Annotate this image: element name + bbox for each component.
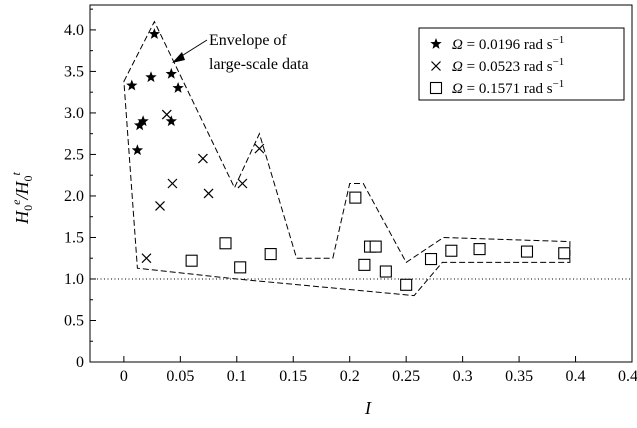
envelope-annotation-line2: large-scale data: [209, 56, 309, 73]
x-tick-label: 0.05: [166, 368, 194, 385]
y-tick-label: 3.0: [64, 105, 84, 122]
envelope-annotation-line1: Envelope of: [209, 32, 287, 49]
square-marker: [379, 265, 392, 278]
x-tick-label: 0.15: [279, 368, 307, 385]
square-marker: [424, 253, 438, 266]
cross-marker: [167, 178, 178, 189]
y-tick-label: 2.5: [64, 146, 84, 163]
star-marker: [430, 38, 442, 49]
square-marker: [429, 81, 443, 95]
y-tick-label: 4.0: [64, 22, 84, 39]
legend-entry-label: Ω = 0.0523 rad s−1: [452, 56, 564, 75]
x-tick-label: 0.25: [392, 368, 420, 385]
square-marker: [520, 245, 534, 258]
star-marker: [126, 79, 138, 91]
x-tick-label: 0.35: [505, 368, 533, 385]
square-marker: [558, 247, 571, 260]
star-marker: [145, 71, 157, 83]
x-tick-label: 0.3: [453, 368, 473, 385]
plot-frame: [89, 4, 633, 363]
y-tick-label: 2.0: [64, 188, 84, 205]
x-tick-label: 0.4: [566, 368, 586, 385]
star-marker: [134, 119, 146, 131]
series-star: [126, 28, 184, 156]
star-marker: [137, 115, 149, 127]
cross-marker: [254, 143, 265, 154]
envelope-outline: [123, 20, 571, 297]
annotation-pointer: [179, 39, 208, 58]
square-marker: [349, 191, 362, 204]
series-square: [185, 191, 571, 291]
y-tick-label: 0: [76, 354, 84, 371]
x-tick-label: 0.2: [340, 368, 360, 385]
y-tick-label: 0.5: [64, 312, 84, 329]
annotation-arrowhead: [172, 52, 185, 63]
square-marker: [473, 243, 486, 256]
square-marker: [185, 254, 198, 267]
star-marker: [165, 115, 177, 127]
legend-entry-label: Ω = 0.1571 rad s−1: [452, 78, 564, 97]
cross-marker: [431, 61, 441, 71]
square-marker: [358, 258, 371, 271]
square-marker: [400, 278, 413, 291]
square-marker: [264, 248, 277, 261]
y-tick-label: 3.5: [64, 63, 84, 80]
square-marker: [369, 240, 382, 253]
series-cross: [141, 109, 265, 264]
cross-marker: [197, 153, 208, 164]
legend-entry-label: Ω = 0.0196 rad s−1: [452, 34, 564, 53]
cross-marker: [161, 109, 172, 120]
y-tick-label: 1.5: [64, 229, 84, 246]
x-tick-label: 0.45: [618, 368, 637, 385]
star-marker: [165, 67, 177, 79]
star-marker: [172, 82, 184, 93]
star-marker: [131, 144, 144, 156]
x-axis-label: I: [364, 398, 372, 418]
y-axis-label: H0e/H0t: [9, 172, 35, 225]
legend: Ω = 0.0196 rad s−1 Ω = 0.0523 rad s−1 Ω = …: [418, 27, 625, 101]
cross-marker: [203, 188, 214, 199]
y-tick-label: 1.0: [64, 271, 84, 288]
x-tick-label: 0: [120, 368, 128, 385]
data-points: [126, 28, 571, 291]
cross-marker: [141, 253, 152, 264]
cross-marker: [155, 200, 165, 211]
cross-marker: [237, 178, 248, 189]
axis-ticks: 0 0.05 0.1 0.15 0.2 0.25 0.3 0.35 0.4 0.45 0 0.5 1.0…: [64, 8, 637, 385]
square-marker: [219, 237, 232, 250]
square-marker: [234, 261, 247, 274]
star-marker: [148, 28, 161, 39]
legend-box: [418, 27, 625, 101]
x-tick-label: 0.1: [227, 368, 247, 385]
square-marker: [445, 244, 458, 257]
